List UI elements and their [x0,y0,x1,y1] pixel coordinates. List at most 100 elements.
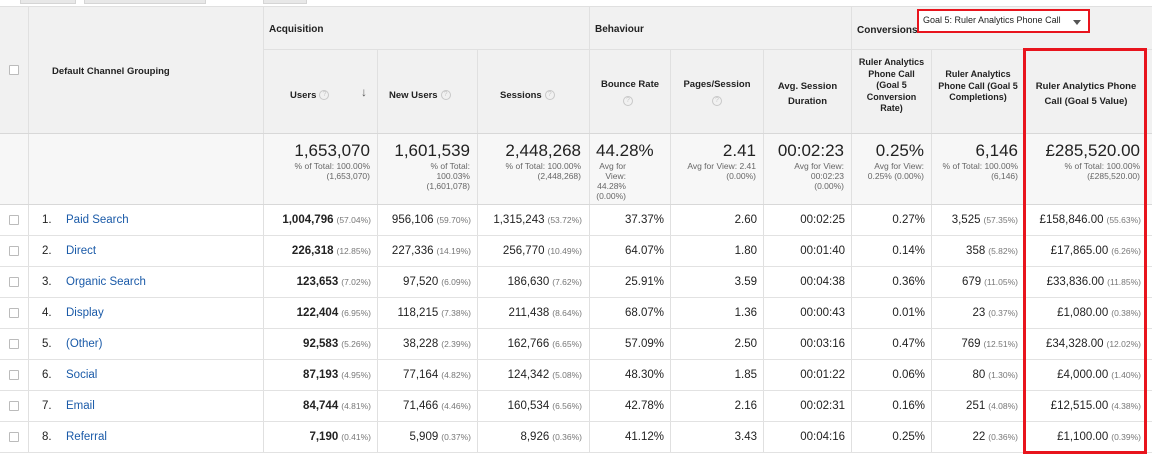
cell-pages: 3.59 [735,276,757,288]
dimension-header[interactable]: Default Channel Grouping [52,66,170,77]
help-icon[interactable]: ? [319,89,330,100]
highlight-annotation [1023,48,1147,454]
cell-sessions-percent: (6.56%) [552,401,582,411]
cell-completions-value: 3,525 [951,214,981,226]
col-completions[interactable]: Ruler Analytics Phone Call (Goal 5 Compl… [938,69,1018,102]
group-acquisition: Acquisition [269,24,324,35]
table-row[interactable]: 1. Paid Search 1,004,796 (57.04%) 956,106 (59… [0,205,1152,236]
cell-sessions-percent: (6.65%) [552,339,582,349]
cell-new-users-value: 71,466 [403,400,439,412]
table-row[interactable]: 4. Display 122,404 (6.95%) 118,215 (7.38%) 211… [0,298,1152,329]
cell-goal-value-percent: (4.38%) [1111,401,1141,411]
table-row[interactable]: 3. Organic Search 123,653 (7.02%) 97,520 (6.0… [0,267,1152,298]
cell-users-percent: (57.04%) [336,215,372,225]
col-new-users[interactable]: New Users? [378,50,477,135]
help-icon[interactable]: ? [544,89,555,100]
cell-new-users: 956,106 (59.70%) [392,214,471,226]
cell-goal-value-value: £34,328.00 [1045,338,1104,350]
row-checkbox[interactable] [9,370,19,380]
channel-link[interactable]: Email [66,400,95,412]
row-checkbox[interactable] [9,432,19,442]
cell-conv-rate: 0.06% [892,369,925,381]
table-row[interactable]: 7. Email 84,744 (4.81%) 71,466 (4.46%) 160,534… [0,391,1152,422]
channel-link[interactable]: Paid Search [66,214,129,226]
col-sessions[interactable]: Sessions? [478,50,589,135]
channel-link[interactable]: Organic Search [66,276,146,288]
cell-completions-percent: (4.08%) [988,401,1018,411]
col-bounce-rate[interactable]: Bounce Rate ? [600,79,660,106]
help-icon[interactable]: ? [712,96,722,106]
cell-duration-value: 00:03:16 [800,338,845,350]
cell-users-percent: (4.81%) [341,401,371,411]
cell-pages-value: 3.59 [734,276,757,288]
totals-row: 1,653,070 % of Total: 100.00% (1,653,070… [0,134,1152,205]
row-checkbox[interactable] [9,277,19,287]
channel-link[interactable]: Social [66,369,98,381]
cell-users-value: 1,004,796 [282,214,334,226]
channel-link[interactable]: Referral [66,431,107,443]
cell-sessions-percent: (8.64%) [552,308,582,318]
cell-duration-value: 00:04:16 [800,431,845,443]
cell-conv-rate-value: 0.14% [892,245,925,257]
cell-conv-rate-value: 0.47% [892,338,925,350]
total-pages-session: 2.41 Avg for View: 2.41 (0.00%) [687,141,756,181]
cell-sessions-value: 186,630 [507,276,550,288]
table-row[interactable]: 5. (Other) 92,583 (5.26%) 38,228 (2.39%) 162,7… [0,329,1152,360]
cell-bounce-value: 37.37% [624,214,664,226]
cell-bounce-value: 41.12% [624,431,664,443]
cell-bounce-value: 48.30% [624,369,664,381]
table-row[interactable]: 8. Referral 7,190 (0.41%) 5,909 (0.37%) 8,926(… [0,422,1152,453]
row-checkbox[interactable] [9,308,19,318]
help-icon[interactable]: ? [623,96,633,106]
table-row[interactable]: 6. Social 87,193 (4.95%) 77,164 (4.82%) 124,34… [0,360,1152,391]
cell-conv-rate-value: 0.01% [892,307,925,319]
cell-users: 92,583 (5.26%) [303,338,371,350]
cell-sessions-value: 162,766 [507,338,550,350]
cell-users: 7,190 (0.41%) [309,431,371,443]
row-checkbox[interactable] [9,401,19,411]
cell-bounce-value: 68.07% [624,307,664,319]
cell-goal-value-value: £1,080.00 [1057,307,1109,319]
cell-duration-value: 00:00:43 [800,307,845,319]
total-avg-duration: 00:02:23 Avg for View: 00:02:23 (0.00%) [777,141,844,191]
goal-dropdown[interactable]: Goal 5: Ruler Analytics Phone Call [917,9,1090,33]
cell-users-percent: (0.41%) [341,432,371,442]
cell-pages: 2.60 [735,214,757,226]
row-checkbox[interactable] [9,246,19,256]
cell-users: 87,193 (4.95%) [303,369,371,381]
col-avg-session-duration[interactable]: Avg. Session Duration [777,81,838,107]
total-users: 1,653,070 % of Total: 100.00% (1,653,070… [294,141,370,181]
channel-link[interactable]: (Other) [66,338,103,350]
col-conv-rate[interactable]: Ruler Analytics Phone Call (Goal 5 Conve… [858,57,925,113]
cell-new-users-value: 77,164 [403,369,439,381]
cell-bounce-value: 42.78% [624,400,664,412]
cell-new-users-value: 38,228 [403,338,439,350]
cell-goal-value: £1,080.00 (0.38%) [1057,307,1141,319]
cell-new-users: 97,520 (6.09%) [403,276,471,288]
cell-bounce: 25.91% [625,276,664,288]
total-new-users: 1,601,539 % of Total: 100.03% (1,601,078… [394,141,470,191]
cell-completions: 22 (0.36%) [972,431,1018,443]
table-row[interactable]: 2. Direct 226,318 (12.85%) 227,336 (14.19%) 25… [0,236,1152,267]
cell-duration: 00:00:43 [800,307,845,319]
cell-new-users-percent: (0.37%) [441,432,471,442]
sort-down-icon[interactable]: ↓ [361,85,367,99]
row-checkbox[interactable] [9,215,19,225]
col-pages-session[interactable]: Pages/Session ? [683,79,751,106]
cell-conv-rate-value: 0.27% [892,214,925,226]
cell-users: 123,653 (7.02%) [297,276,371,288]
cell-completions-value: 22 [972,431,986,443]
channel-link[interactable]: Direct [66,245,97,257]
cell-completions: 23 (0.37%) [972,307,1018,319]
select-all-checkbox[interactable] [9,65,19,75]
help-icon[interactable]: ? [440,89,451,100]
cell-goal-value: £33,836.00 (11.85%) [1047,276,1141,288]
cell-goal-value: £12,515.00 (4.38%) [1051,400,1141,412]
row-checkbox[interactable] [9,339,19,349]
col-users[interactable]: Users? ↓ [290,85,367,101]
cell-users-percent: (5.26%) [341,339,371,349]
channel-link[interactable]: Display [66,307,104,319]
col-goal-value[interactable]: Ruler Analytics Phone Call (Goal 5 Value… [1035,81,1137,107]
cell-goal-value-percent: (6.26%) [1111,246,1141,256]
cell-sessions: 160,534 (6.56%) [508,400,582,412]
